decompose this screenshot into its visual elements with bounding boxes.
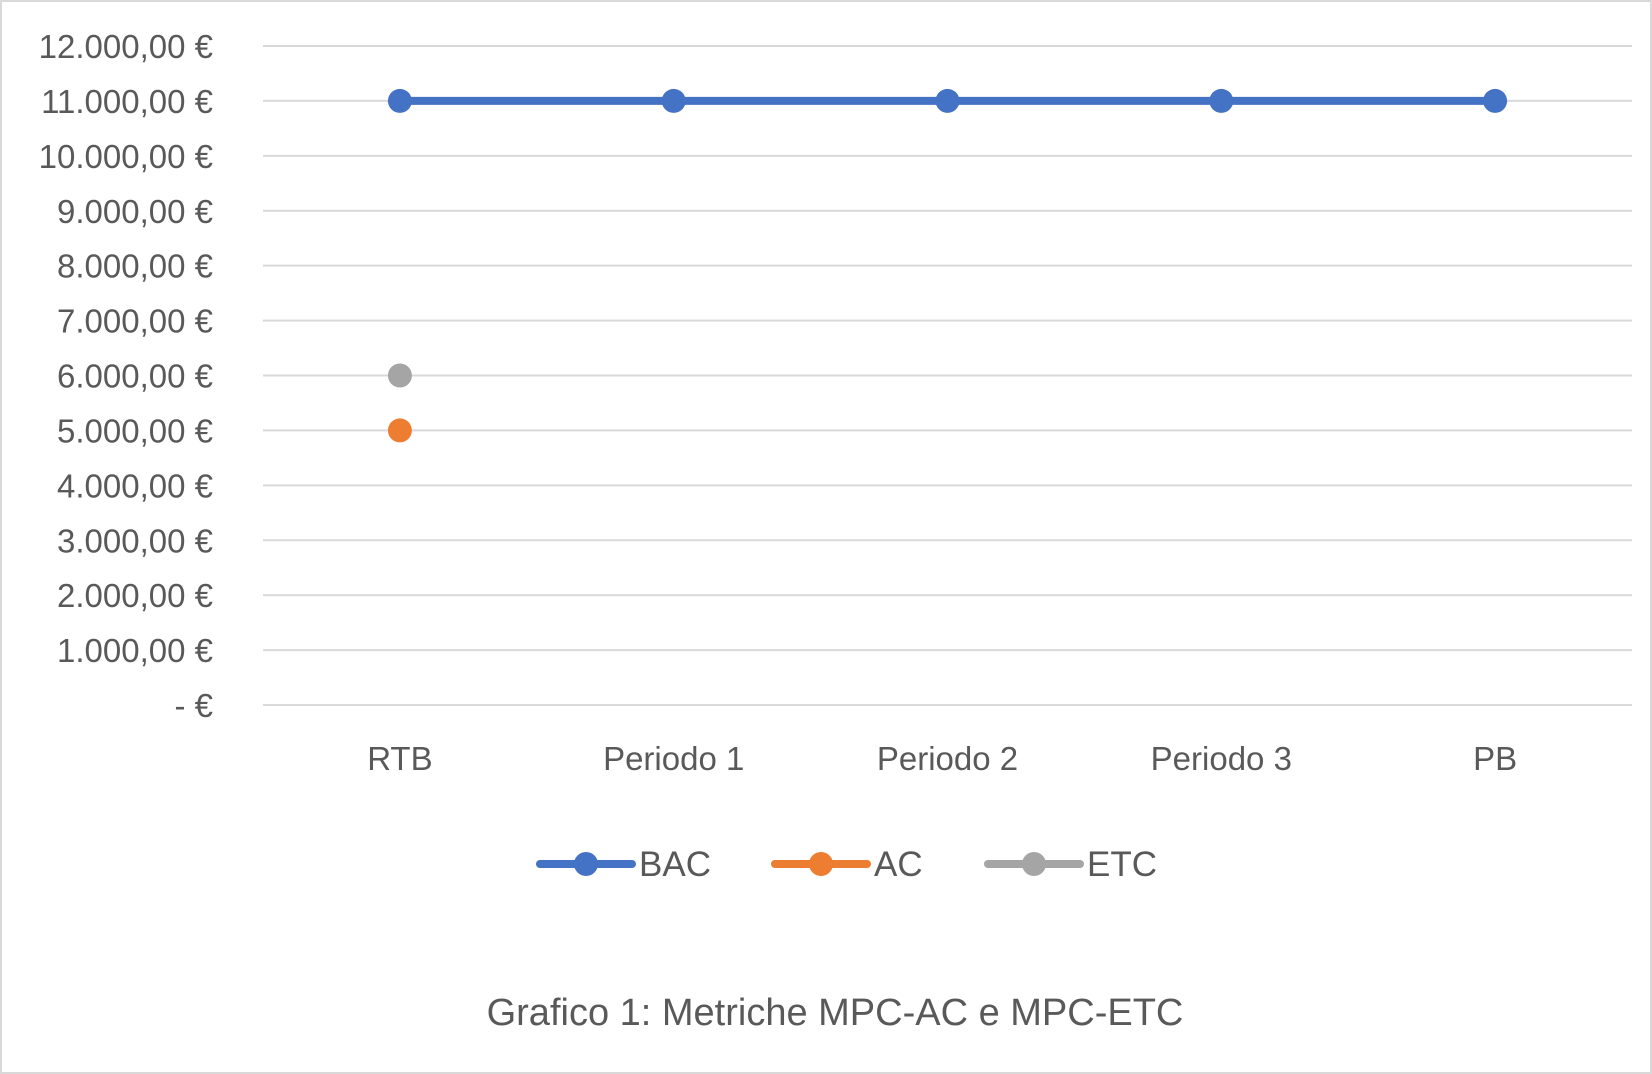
legend-label-etc: ETC [1087, 845, 1157, 884]
y-tick-label: 3.000,00 € [57, 522, 213, 559]
x-tick-label: Periodo 1 [603, 740, 744, 777]
x-tick-label: Periodo 2 [877, 740, 1018, 777]
legend-marker-ac [809, 852, 833, 876]
y-tick-label: 11.000,00 € [41, 83, 213, 120]
legend-label-bac: BAC [639, 845, 711, 884]
chart-caption: Grafico 1: Metriche MPC-AC e MPC-ETC [487, 992, 1184, 1034]
y-tick-label: - € [174, 687, 213, 724]
x-tick-label: PB [1473, 740, 1517, 777]
y-tick-label: 2.000,00 € [57, 577, 213, 614]
data-point-bac [661, 88, 686, 113]
y-tick-label: 7.000,00 € [57, 303, 213, 340]
y-tick-label: 4.000,00 € [57, 467, 213, 504]
data-point-bac [387, 88, 412, 113]
data-point-ac [387, 418, 412, 443]
y-tick-label: 5.000,00 € [57, 412, 213, 449]
data-point-bac [1209, 88, 1234, 113]
y-tick-label: 6.000,00 € [57, 358, 213, 395]
data-point-etc [387, 363, 412, 388]
legend-marker-bac [574, 852, 598, 876]
x-tick-label: Periodo 3 [1151, 740, 1292, 777]
y-tick-label: 9.000,00 € [57, 193, 213, 230]
y-tick-label: 10.000,00 € [39, 138, 213, 175]
x-tick-label: RTB [367, 740, 432, 777]
legend-marker-etc [1022, 852, 1046, 876]
legend-label-ac: AC [874, 845, 923, 884]
y-tick-label: 12.000,00 € [39, 28, 213, 65]
y-tick-label: 8.000,00 € [57, 248, 213, 285]
data-point-bac [1483, 88, 1508, 113]
data-point-bac [935, 88, 960, 113]
y-tick-label: 1.000,00 € [57, 632, 213, 669]
